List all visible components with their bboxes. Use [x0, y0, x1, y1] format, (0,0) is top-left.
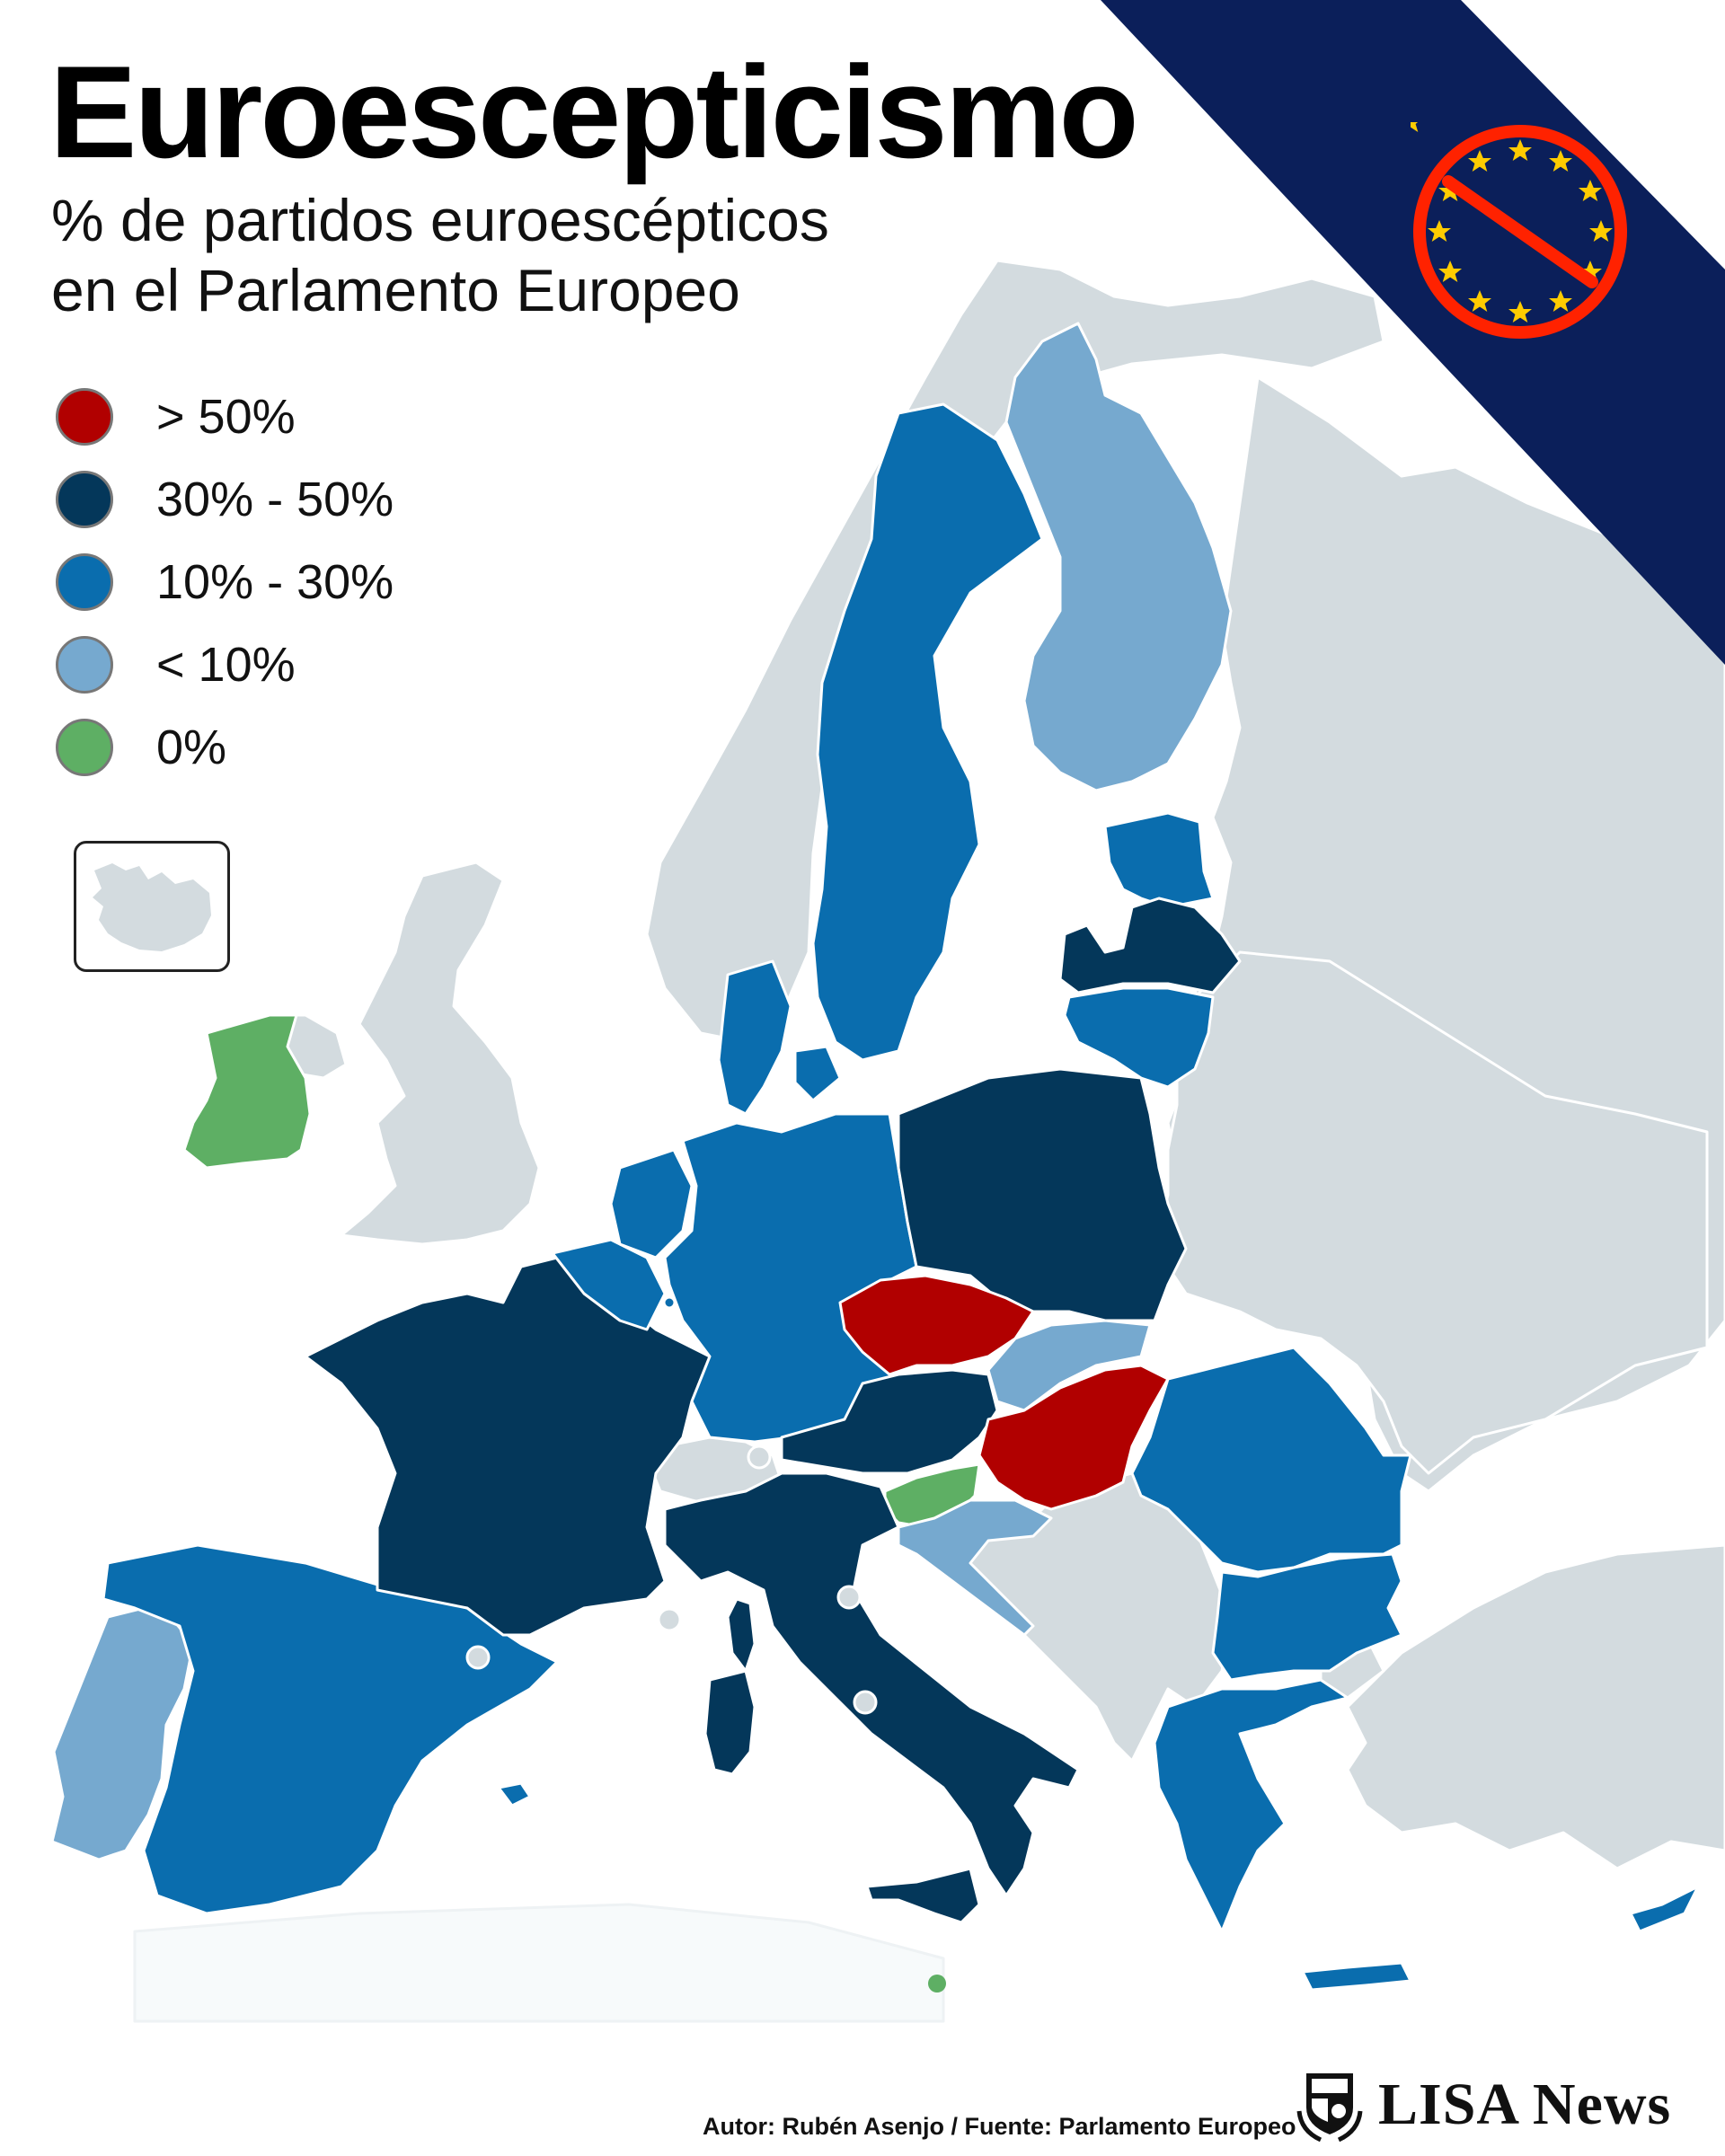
country-north-africa[interactable]	[133, 1903, 945, 2023]
country-slovakia[interactable]	[986, 1319, 1152, 1412]
country-sardinia[interactable]	[703, 1669, 756, 1776]
country-netherlands[interactable]	[609, 1148, 694, 1259]
legend-swatch-green	[56, 719, 113, 776]
microstate-san-marino[interactable]	[836, 1585, 862, 1610]
country-italy[interactable]	[663, 1471, 1080, 1897]
legend-item-zero: 0%	[56, 706, 394, 789]
legend: > 50% 30% - 50% 10% - 30% < 10% 0%	[56, 376, 394, 789]
iceland-shape	[93, 863, 211, 951]
country-czechia[interactable]	[838, 1274, 1035, 1376]
legend-label: 0%	[156, 720, 227, 774]
country-denmark[interactable]	[717, 959, 842, 1116]
subtitle-line-2: en el Parlamento Europeo	[51, 257, 740, 323]
legend-label: < 10%	[156, 638, 296, 692]
legend-swatch-dark-navy	[56, 471, 113, 528]
country-sweden[interactable]	[811, 402, 1044, 1062]
country-estonia[interactable]	[1103, 811, 1215, 909]
country-ireland[interactable]	[182, 1013, 312, 1170]
legend-item-10-30: 10% - 30%	[56, 541, 394, 623]
country-croatia[interactable]	[897, 1498, 1053, 1637]
legend-item-30-50: 30% - 50%	[56, 458, 394, 541]
legend-item-over-50: > 50%	[56, 376, 394, 458]
microstate-monaco[interactable]	[657, 1607, 682, 1632]
microstate-liechtenstein[interactable]	[747, 1445, 772, 1470]
page-title: Euroescepticismo	[49, 39, 1139, 185]
country-malta[interactable]	[928, 1975, 946, 1993]
country-belgium[interactable]	[551, 1238, 667, 1331]
shield-crest-icon	[1296, 2073, 1363, 2143]
eu-stars-icon	[1411, 122, 1419, 132]
country-greece[interactable]	[1153, 1678, 1349, 1933]
legend-label: > 50%	[156, 390, 296, 444]
country-poland[interactable]	[897, 1067, 1188, 1322]
legend-label: 10% - 30%	[156, 555, 394, 609]
legend-swatch-light-blue	[56, 636, 113, 694]
country-cyprus[interactable]	[1629, 1885, 1700, 1933]
country-latvia[interactable]	[1058, 897, 1242, 994]
legend-swatch-mid-blue	[56, 553, 113, 611]
country-hungary[interactable]	[978, 1364, 1170, 1511]
subtitle-line-1: % de partidos euroescépticos	[51, 187, 829, 253]
microstate-vatican[interactable]	[853, 1690, 878, 1715]
country-sicily[interactable]	[865, 1867, 981, 1924]
country-turkey[interactable]	[1346, 1543, 1725, 1870]
country-uk[interactable]	[340, 861, 541, 1246]
credit-text: Autor: Rubén Asenjo / Fuente: Parlamento…	[703, 2113, 1296, 2140]
brand-name: LISA News	[1378, 2072, 1672, 2137]
legend-swatch-red	[56, 388, 113, 446]
country-luxembourg[interactable]	[662, 1295, 677, 1310]
country-balearics[interactable]	[497, 1781, 532, 1807]
country-crete[interactable]	[1301, 1961, 1412, 1992]
country-bulgaria[interactable]	[1211, 1552, 1403, 1682]
country-finland[interactable]	[1004, 322, 1233, 792]
country-corsica[interactable]	[726, 1597, 756, 1673]
page-subtitle: % de partidos euroescépticos en el Parla…	[51, 185, 829, 325]
microstate-andorra[interactable]	[465, 1645, 491, 1670]
no-eu-icon	[1411, 122, 1627, 339]
iceland-inset	[74, 841, 230, 972]
lisa-news-logo: LISA News	[1294, 2066, 1671, 2143]
country-lithuania[interactable]	[1063, 986, 1215, 1089]
legend-label: 30% - 50%	[156, 473, 394, 526]
country-belarus-ukraine[interactable]	[1157, 950, 1709, 1475]
legend-item-under-10: < 10%	[56, 623, 394, 706]
